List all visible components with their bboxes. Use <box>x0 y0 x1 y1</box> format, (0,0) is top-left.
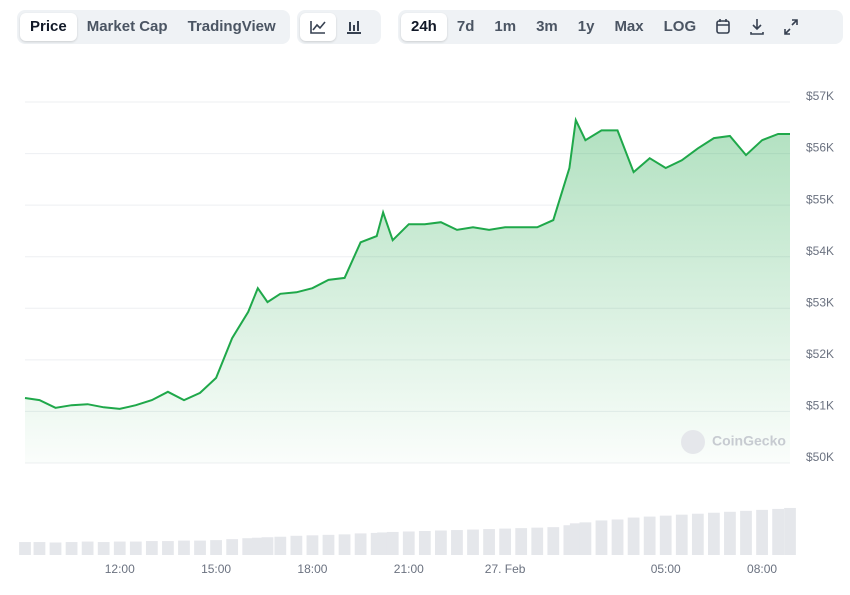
y-tick-label: $53K <box>806 295 834 309</box>
volume-bar <box>435 530 447 555</box>
volume-bar <box>563 525 576 555</box>
range-button[interactable]: 1y <box>577 18 595 35</box>
y-tick-label: $50K <box>806 450 834 464</box>
volume-bar <box>451 530 463 555</box>
y-tick-label: $56K <box>806 141 834 155</box>
volume-bar <box>19 542 31 555</box>
watermark-text: CoinGecko <box>712 433 786 449</box>
volume-bar <box>483 529 495 555</box>
volume-bar <box>274 536 287 555</box>
volume-bar <box>772 508 785 555</box>
volume-bar <box>724 511 736 555</box>
x-tick-label: 12:00 <box>105 562 135 576</box>
volume-bar <box>784 507 796 555</box>
range-button[interactable]: 1m <box>494 18 517 35</box>
volume-bar <box>113 541 126 555</box>
volume-bar <box>129 541 142 555</box>
volume-bar <box>467 529 479 555</box>
price-area <box>25 120 790 463</box>
volume-bar <box>740 510 752 555</box>
volume-bar <box>194 540 206 555</box>
volume-bar <box>261 537 274 555</box>
volume-bar <box>708 512 720 555</box>
y-tick-label: $51K <box>806 399 834 413</box>
volume-bar <box>595 520 608 555</box>
y-tick-label: $57K <box>806 89 834 103</box>
candle-icon <box>347 21 361 34</box>
range-button[interactable]: 24h <box>401 13 447 41</box>
x-tick-label: 27. Feb <box>485 562 526 576</box>
volume-bar <box>33 542 46 555</box>
view-button[interactable]: TradingView <box>187 18 276 35</box>
download-icon <box>750 19 764 35</box>
volume-bar <box>370 532 383 555</box>
chart-style-switch <box>297 10 381 44</box>
view-button[interactable]: Market Cap <box>86 18 168 35</box>
volume-bar <box>569 523 582 555</box>
volume-bar <box>515 528 528 555</box>
volume-bar <box>210 540 222 555</box>
volume-bar <box>290 535 303 555</box>
x-tick-label: 21:00 <box>394 562 424 576</box>
volume-bar <box>145 541 158 555</box>
volume-bar <box>611 519 624 555</box>
x-tick-label: 18:00 <box>297 562 327 576</box>
candle-style-button[interactable] <box>336 13 372 41</box>
volume-bar <box>162 541 174 555</box>
range-button[interactable]: Max <box>614 18 644 35</box>
view-switch: Price Market Cap TradingView <box>17 10 290 44</box>
volume-bar <box>354 533 367 555</box>
line-icon <box>310 21 326 34</box>
volume-bar <box>65 542 78 555</box>
volume-bar <box>675 514 688 555</box>
calendar-button[interactable] <box>706 13 740 41</box>
volume-bar <box>251 537 264 555</box>
range-button[interactable]: 7d <box>456 18 475 35</box>
volume-bar <box>659 515 672 555</box>
line-style-button[interactable] <box>300 13 336 41</box>
volume-bar <box>418 531 431 555</box>
x-tick-label: 15:00 <box>201 562 231 576</box>
price-line <box>24 116 790 410</box>
range-switch: 24h 7d 1m 3m 1y Max LOG <box>398 10 843 44</box>
volume-bar <box>531 527 544 555</box>
y-tick-label: $54K <box>806 244 834 258</box>
volume-bar <box>178 540 190 555</box>
volume-bar <box>691 513 704 555</box>
volume-bar <box>377 532 389 555</box>
volume-bar <box>579 522 592 555</box>
volume-bar <box>756 509 768 555</box>
y-tick-label: $52K <box>806 347 834 361</box>
volume-bar <box>226 539 239 555</box>
volume-bar <box>338 534 351 555</box>
y-tick-label: $55K <box>806 192 834 206</box>
volume-bar <box>306 535 319 555</box>
download-button[interactable] <box>740 13 774 41</box>
fullscreen-button[interactable] <box>774 13 808 41</box>
volume-bar <box>97 542 110 555</box>
volume-bar <box>242 538 255 555</box>
x-tick-label: 05:00 <box>651 562 681 576</box>
range-button[interactable]: 3m <box>536 18 558 35</box>
log-button[interactable]: LOG <box>663 18 697 35</box>
view-button[interactable]: Price <box>20 13 77 41</box>
x-tick-label: 08:00 <box>747 562 777 576</box>
volume-bar <box>402 531 415 555</box>
volume-bar <box>49 542 62 555</box>
calendar-icon <box>716 19 730 34</box>
expand-icon <box>784 19 798 35</box>
volume-bar <box>322 534 335 555</box>
volume-bar <box>499 528 512 555</box>
volume-bar <box>386 531 399 555</box>
volume-bar <box>547 527 560 555</box>
volume-bar <box>81 541 94 555</box>
watermark: CoinGecko <box>681 430 786 454</box>
volume-bar <box>627 517 640 555</box>
volume-bar <box>643 516 656 555</box>
